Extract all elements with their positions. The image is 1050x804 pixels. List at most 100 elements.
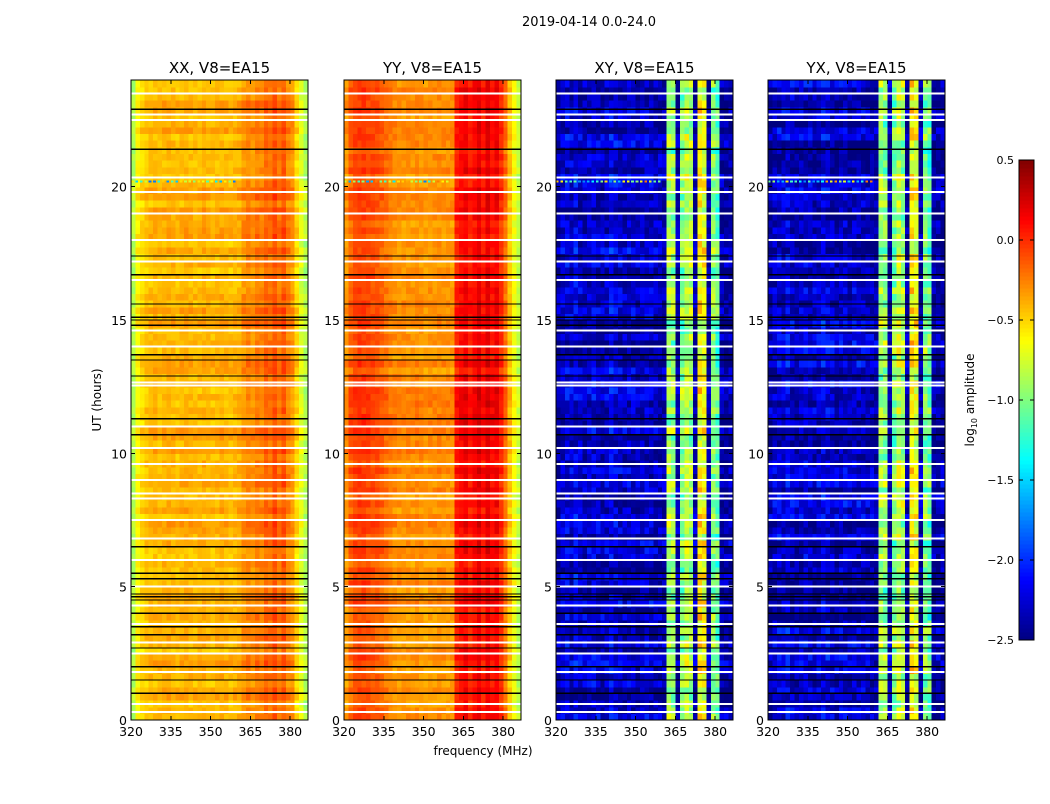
heatmap-cell: [162, 627, 167, 634]
heatmap-cell: [193, 587, 198, 594]
heatmap-cell: [295, 280, 300, 287]
heatmap-cell: [153, 527, 158, 534]
heatmap-cell: [175, 507, 180, 514]
heatmap-cell: [189, 333, 194, 340]
heatmap-cell: [268, 440, 273, 447]
heatmap-cell: [228, 520, 233, 527]
heatmap-cell: [206, 127, 211, 134]
heatmap-cell: [180, 547, 185, 554]
heatmap-cell: [344, 573, 349, 580]
heatmap-cell: [299, 413, 304, 420]
heatmap-cell: [277, 127, 282, 134]
heatmap-cell: [193, 413, 198, 420]
heatmap-cell: [415, 547, 420, 554]
heatmap-cell: [486, 627, 491, 634]
heatmap-cell: [242, 653, 247, 660]
heatmap-cell: [295, 133, 300, 140]
heatmap-cell: [233, 387, 238, 394]
heatmap-cell: [193, 153, 198, 160]
heatmap-cell: [255, 293, 260, 300]
heatmap-cell: [375, 653, 380, 660]
heatmap-cell: [189, 693, 194, 700]
heatmap-cell: [135, 240, 140, 247]
heatmap-cell: [299, 93, 304, 100]
heatmap-cell: [140, 587, 145, 594]
heatmap-cell: [295, 693, 300, 700]
heatmap-cell: [193, 253, 198, 260]
x-tick-label: 350: [199, 724, 223, 739]
heatmap-cell: [202, 307, 207, 314]
heatmap-cell: [410, 560, 415, 567]
heatmap-cell: [140, 693, 145, 700]
heatmap-cell: [503, 693, 508, 700]
heatmap-cell: [455, 587, 460, 594]
heatmap-cell: [250, 307, 255, 314]
heatmap-cell: [255, 347, 260, 354]
heatmap-cell: [228, 500, 233, 507]
heatmap-cell: [277, 267, 282, 274]
heatmap-cell: [180, 453, 185, 460]
heatmap-cell: [175, 133, 180, 140]
heatmap-cell: [286, 613, 291, 620]
heatmap-cell: [281, 307, 286, 314]
heatmap-cell: [189, 200, 194, 207]
heatmap-cell: [162, 100, 167, 107]
heatmap-cell: [215, 93, 220, 100]
heatmap-cell: [149, 140, 154, 147]
heatmap-cell: [184, 287, 189, 294]
heatmap-cell: [224, 160, 229, 167]
heatmap-cell: [299, 373, 304, 380]
heatmap-cell: [197, 247, 202, 254]
heatmap-cell: [299, 453, 304, 460]
heatmap-cell: [224, 453, 229, 460]
heatmap-cell: [299, 480, 304, 487]
flag-line-white: [131, 384, 308, 386]
heatmap-cell: [233, 467, 238, 474]
heatmap-cell: [255, 520, 260, 527]
heatmap-cell: [149, 527, 154, 534]
heatmap-cell: [281, 253, 286, 260]
heatmap-cell: [273, 680, 278, 687]
heatmap-cell: [250, 407, 255, 414]
heatmap-cell: [224, 240, 229, 247]
heatmap-cell: [144, 653, 149, 660]
heatmap-cell: [211, 347, 216, 354]
heatmap-cell: [481, 573, 486, 580]
heatmap-cell: [135, 80, 140, 87]
heatmap-cell: [264, 267, 269, 274]
heatmap-cell: [472, 693, 477, 700]
heatmap-cell: [299, 333, 304, 340]
heatmap-cell: [162, 653, 167, 660]
heatmap-cell: [242, 107, 247, 114]
heatmap-cell: [242, 560, 247, 567]
heatmap-cell: [220, 520, 225, 527]
heatmap-cell: [215, 547, 220, 554]
heatmap-cell: [415, 573, 420, 580]
heatmap-cell: [237, 100, 242, 107]
heatmap-cell: [215, 507, 220, 514]
heatmap-cell: [437, 587, 442, 594]
heatmap-cell: [286, 573, 291, 580]
heatmap-cell: [202, 360, 207, 367]
heatmap-cell: [158, 167, 163, 174]
heatmap-cell: [259, 80, 264, 87]
heatmap-cell: [149, 693, 154, 700]
flag-line-white: [131, 119, 308, 121]
heatmap-cell: [277, 200, 282, 207]
heatmap-cell: [264, 167, 269, 174]
heatmap-cell: [180, 467, 185, 474]
heatmap-cell: [171, 100, 176, 107]
heatmap-cell: [277, 507, 282, 514]
heatmap-cell: [162, 133, 167, 140]
heatmap-cell: [255, 280, 260, 287]
heatmap-cell: [144, 193, 149, 200]
heatmap-cell: [153, 427, 158, 434]
heatmap-cell: [140, 653, 145, 660]
heatmap-cell: [149, 167, 154, 174]
heatmap-cell: [273, 400, 278, 407]
heatmap-cell: [153, 120, 158, 127]
heatmap-cell: [371, 560, 376, 567]
heatmap-cell: [371, 627, 376, 634]
heatmap-cell: [503, 587, 508, 594]
heatmap-cell: [250, 220, 255, 227]
